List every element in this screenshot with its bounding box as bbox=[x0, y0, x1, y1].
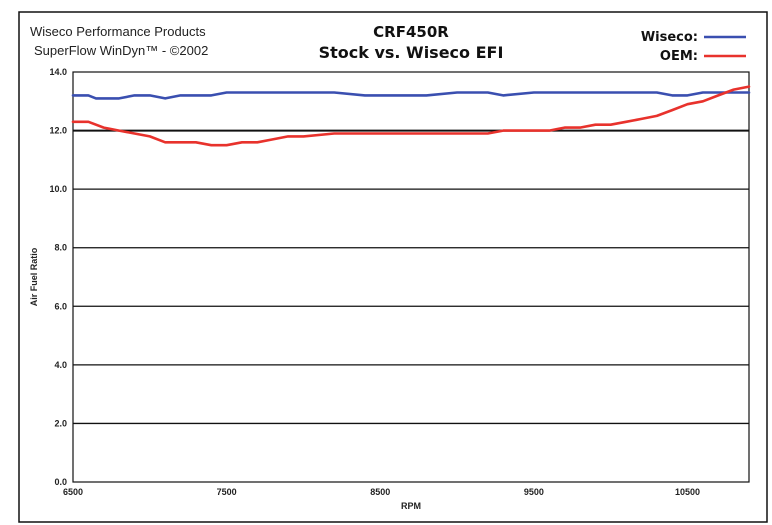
y-tick-label: 14.0 bbox=[49, 67, 67, 77]
x-tick-label: 8500 bbox=[370, 487, 390, 497]
header-source-line2: SuperFlow WinDyn™ - ©2002 bbox=[34, 43, 208, 58]
x-axis-label: RPM bbox=[401, 501, 421, 511]
x-tick-label: 7500 bbox=[217, 487, 237, 497]
legend-label-oem: OEM: bbox=[660, 49, 698, 64]
y-tick-label: 10.0 bbox=[49, 184, 67, 194]
chart-title: CRF450R bbox=[373, 23, 449, 41]
chart-subtitle: Stock vs. Wiseco EFI bbox=[319, 43, 504, 62]
y-axis-label: Air Fuel Ratio bbox=[29, 247, 39, 306]
header-source-line1: Wiseco Performance Products bbox=[30, 24, 206, 39]
y-tick-label: 6.0 bbox=[54, 301, 67, 311]
chart-frame bbox=[19, 12, 767, 522]
y-tick-label: 12.0 bbox=[49, 126, 67, 136]
legend-label-wiseco: Wiseco: bbox=[641, 30, 698, 45]
x-tick-label: 6500 bbox=[63, 487, 83, 497]
x-tick-label: 9500 bbox=[524, 487, 544, 497]
y-tick-label: 4.0 bbox=[54, 360, 67, 370]
y-tick-label: 2.0 bbox=[54, 418, 67, 428]
y-tick-label: 0.0 bbox=[54, 477, 67, 487]
x-tick-label: 10500 bbox=[675, 487, 700, 497]
y-tick-label: 8.0 bbox=[54, 243, 67, 253]
